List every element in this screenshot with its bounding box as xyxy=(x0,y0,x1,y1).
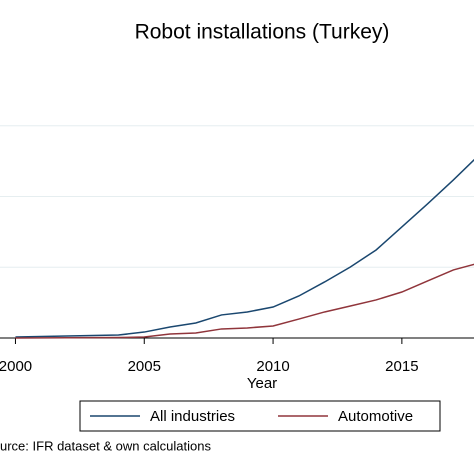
legend-label: Automotive xyxy=(338,408,413,425)
x-axis-label: Year xyxy=(247,375,277,392)
series-line xyxy=(15,158,474,338)
x-tick-label: 2000 xyxy=(0,358,32,375)
series-line xyxy=(15,263,474,339)
x-tick-label: 2005 xyxy=(128,358,161,375)
legend-label: All industries xyxy=(150,408,235,425)
chart-title: Robot installations (Turkey) xyxy=(135,21,390,44)
source-note: urce: IFR dataset & own calculations xyxy=(0,438,211,453)
x-tick-label: 2010 xyxy=(256,358,289,375)
x-tick-label: 2015 xyxy=(385,358,418,375)
